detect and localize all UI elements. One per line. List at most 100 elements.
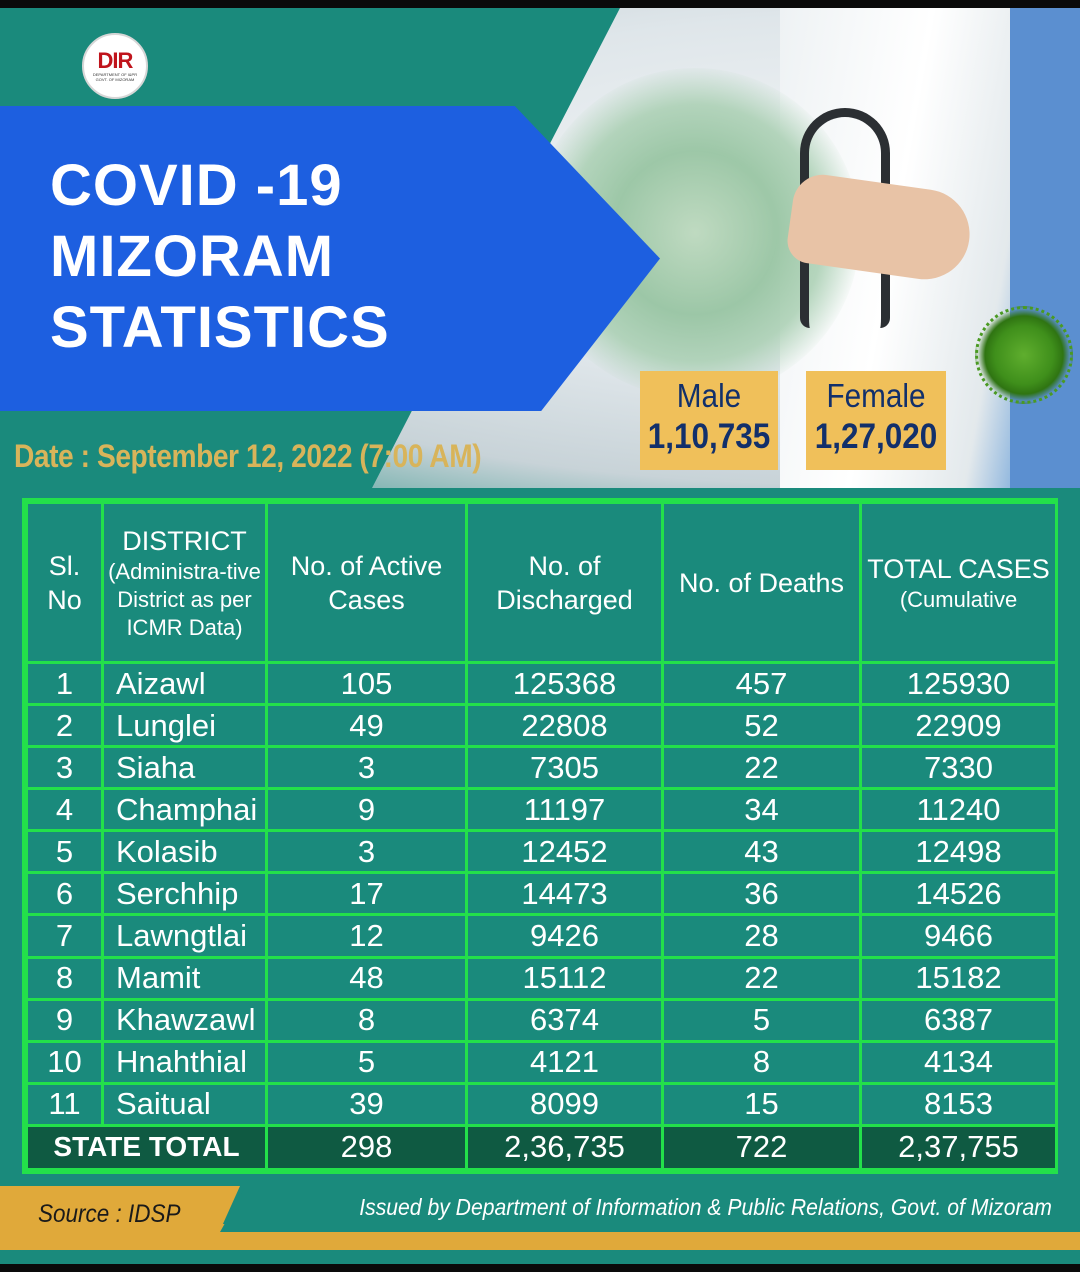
cell-active: 3 xyxy=(265,829,468,875)
report-date: Date : September 12, 2022 (7:00 AM) xyxy=(14,438,482,474)
header-district: DISTRICT (Administra-tive District as pe… xyxy=(101,501,268,664)
cell-district: Kolasib xyxy=(101,829,268,875)
table-row: 7 Lawngtlai 12 9426 28 9466 xyxy=(25,913,1058,959)
cell-sl: 5 xyxy=(25,829,104,875)
cell-sl: 7 xyxy=(25,913,104,959)
cell-district: Siaha xyxy=(101,745,268,791)
issued-by-text: Issued by Department of Information & Pu… xyxy=(359,1194,1052,1220)
cell-deaths: 5 xyxy=(661,997,862,1043)
cell-sl: 4 xyxy=(25,787,104,833)
cell-total: 12498 xyxy=(859,829,1058,875)
male-value: 1,10,735 xyxy=(647,417,771,456)
page-title: COVID -19 MIZORAM STATISTICS xyxy=(50,150,510,363)
cell-district: Mamit xyxy=(101,955,268,1001)
footer-issued-band xyxy=(220,1186,1080,1232)
cell-active: 9 xyxy=(265,787,468,833)
logo-subtitle: DEPARTMENT OF I&PR GOVT. OF MIZORAM xyxy=(92,72,138,82)
footer-source-tab xyxy=(0,1186,240,1250)
cell-total: 9466 xyxy=(859,913,1058,959)
cell-active: 12 xyxy=(265,913,468,959)
state-total-deaths: 722 xyxy=(661,1123,862,1172)
cell-deaths: 43 xyxy=(661,829,862,875)
source-text: Source : IDSP xyxy=(38,1200,181,1228)
cell-active: 105 xyxy=(265,660,468,707)
cell-active: 3 xyxy=(265,745,468,791)
cell-sl: 1 xyxy=(25,660,104,707)
cell-discharged: 22808 xyxy=(465,703,664,749)
cell-district: Lunglei xyxy=(101,703,268,749)
cell-total: 8153 xyxy=(859,1081,1058,1127)
title-line-2: MIZORAM xyxy=(50,224,335,289)
header-discharged: No. of Discharged xyxy=(465,501,664,664)
cell-discharged: 15112 xyxy=(465,955,664,1001)
virus-badge-icon xyxy=(975,306,1073,404)
table-header-row: Sl. No DISTRICT (Administra-tive Distric… xyxy=(25,501,1058,664)
cell-deaths: 457 xyxy=(661,660,862,707)
cell-active: 8 xyxy=(265,997,468,1043)
header-sl-no: Sl. No xyxy=(25,501,104,664)
title-line-3: STATISTICS xyxy=(50,295,390,360)
state-total-cases: 2,37,755 xyxy=(859,1123,1058,1172)
header-deaths: No. of Deaths xyxy=(661,501,862,664)
table-row: 5 Kolasib 3 12452 43 12498 xyxy=(25,829,1058,875)
cell-district: Hnahthial xyxy=(101,1039,268,1085)
cell-active: 5 xyxy=(265,1039,468,1085)
cell-total: 11240 xyxy=(859,787,1058,833)
cell-discharged: 12452 xyxy=(465,829,664,875)
cell-discharged: 6374 xyxy=(465,997,664,1043)
cell-sl: 8 xyxy=(25,955,104,1001)
state-total-row: STATE TOTAL 298 2,36,735 722 2,37,755 xyxy=(25,1123,1058,1172)
cell-discharged: 9426 xyxy=(465,913,664,959)
cell-district: Lawngtlai xyxy=(101,913,268,959)
female-count-box: Female 1,27,020 xyxy=(806,371,946,470)
cell-sl: 2 xyxy=(25,703,104,749)
cell-total: 4134 xyxy=(859,1039,1058,1085)
logo-mark: DIR xyxy=(97,48,134,73)
state-total-discharged: 2,36,735 xyxy=(465,1123,664,1172)
table-row: 10 Hnahthial 5 4121 8 4134 xyxy=(25,1039,1058,1085)
cell-discharged: 14473 xyxy=(465,871,664,917)
poster: DIR DEPARTMENT OF I&PR GOVT. OF MIZORAM … xyxy=(0,8,1080,1264)
cell-active: 48 xyxy=(265,955,468,1001)
cell-total: 22909 xyxy=(859,703,1058,749)
cell-deaths: 22 xyxy=(661,745,862,791)
female-label: Female xyxy=(826,377,926,414)
cell-deaths: 52 xyxy=(661,703,862,749)
cell-sl: 3 xyxy=(25,745,104,791)
cell-discharged: 125368 xyxy=(465,660,664,707)
statistics-table: Sl. No DISTRICT (Administra-tive Distric… xyxy=(22,498,1058,1174)
cell-total: 125930 xyxy=(859,660,1058,707)
table-row: 1 Aizawl 105 125368 457 125930 xyxy=(25,660,1058,707)
cell-deaths: 36 xyxy=(661,871,862,917)
male-label: Male xyxy=(676,377,742,414)
header-active-cases: No. of Active Cases xyxy=(265,501,468,664)
cell-district: Aizawl xyxy=(101,660,268,707)
cell-deaths: 34 xyxy=(661,787,862,833)
cell-active: 49 xyxy=(265,703,468,749)
footer: Source : IDSP Issued by Department of In… xyxy=(0,1186,1080,1250)
cell-total: 15182 xyxy=(859,955,1058,1001)
cell-active: 17 xyxy=(265,871,468,917)
cell-sl: 11 xyxy=(25,1081,104,1127)
cell-district: Champhai xyxy=(101,787,268,833)
dipr-logo: DIR DEPARTMENT OF I&PR GOVT. OF MIZORAM xyxy=(82,33,148,99)
header-district-note: (Administra-tive District as per ICMR Da… xyxy=(108,558,261,640)
cell-discharged: 11197 xyxy=(465,787,664,833)
table-row: 4 Champhai 9 11197 34 11240 xyxy=(25,787,1058,833)
cell-deaths: 8 xyxy=(661,1039,862,1085)
state-total-label: STATE TOTAL xyxy=(25,1123,268,1172)
cell-discharged: 8099 xyxy=(465,1081,664,1127)
table-row: 9 Khawzawl 8 6374 5 6387 xyxy=(25,997,1058,1043)
cell-district: Saitual xyxy=(101,1081,268,1127)
header-total-cases: TOTAL CASES (Cumulative xyxy=(859,501,1058,664)
cell-discharged: 4121 xyxy=(465,1039,664,1085)
header-total-note: (Cumulative xyxy=(899,586,1018,612)
cell-district: Khawzawl xyxy=(101,997,268,1043)
table-row: 3 Siaha 3 7305 22 7330 xyxy=(25,745,1058,791)
title-line-1: COVID -19 xyxy=(50,153,343,218)
doctor-scrub-image xyxy=(1010,8,1080,488)
cell-active: 39 xyxy=(265,1081,468,1127)
cell-deaths: 28 xyxy=(661,913,862,959)
cell-district: Serchhip xyxy=(101,871,268,917)
cell-sl: 9 xyxy=(25,997,104,1043)
